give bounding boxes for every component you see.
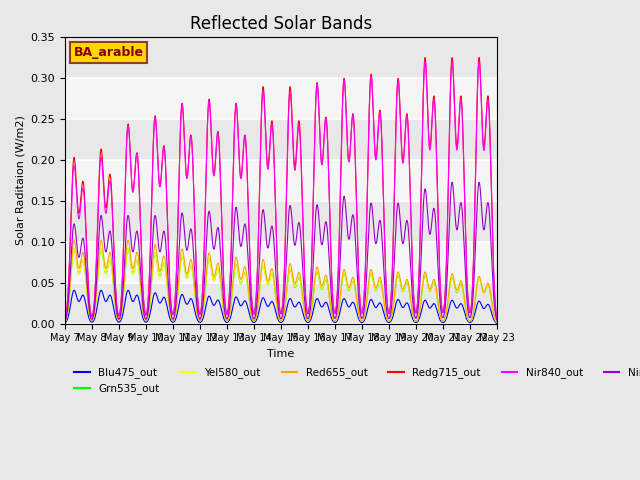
Bar [65, 78, 497, 119]
Y-axis label: Solar Raditaion (W/m2): Solar Raditaion (W/m2) [15, 116, 25, 245]
Bar [65, 160, 497, 201]
Bar [65, 242, 497, 283]
Bar [65, 37, 497, 78]
Bar [65, 283, 497, 324]
Title: Reflected Solar Bands: Reflected Solar Bands [190, 15, 372, 33]
X-axis label: Time: Time [268, 349, 294, 359]
Bar [65, 119, 497, 160]
Legend: Blu475_out, Grn535_out, Yel580_out, Red655_out, Redg715_out, Nir840_out, Nir945_: Blu475_out, Grn535_out, Yel580_out, Red6… [70, 363, 640, 398]
Bar [65, 201, 497, 242]
Text: BA_arable: BA_arable [74, 46, 143, 59]
